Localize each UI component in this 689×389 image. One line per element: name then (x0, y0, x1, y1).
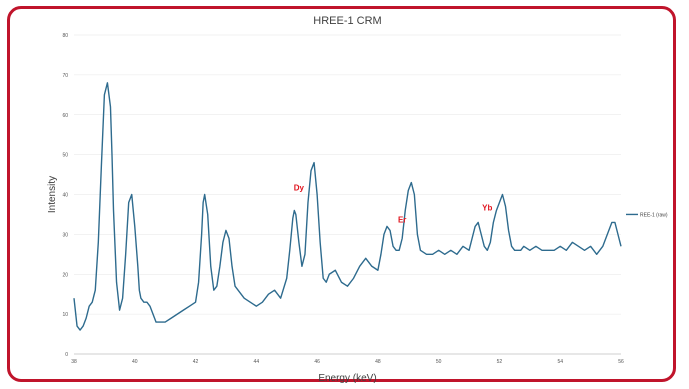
y-axis-ticks: 0 10 20 30 40 50 60 70 80 (62, 33, 68, 358)
x-tick-label: 42 (193, 359, 199, 365)
gridlines (74, 34, 621, 315)
y-tick-label: 30 (62, 232, 68, 238)
y-tick-label: 20 (62, 272, 68, 278)
annotation-label: Er (398, 215, 406, 224)
legend: REE-1 (raw) (626, 212, 668, 218)
x-tick-label: 40 (132, 359, 138, 365)
x-tick-label: 56 (618, 359, 624, 365)
x-tick-label: 50 (436, 359, 442, 365)
annotation-label: Yb (482, 203, 492, 212)
x-tick-label: 46 (314, 359, 320, 365)
annotation-label: Dy (294, 184, 305, 193)
legend-label: REE-1 (raw) (640, 212, 668, 218)
x-tick-label: 38 (71, 359, 77, 365)
chart-title: HREE-1 CRM (313, 15, 381, 27)
x-tick-label: 52 (497, 359, 503, 365)
y-tick-label: 10 (62, 312, 68, 318)
chart-frame (7, 6, 676, 382)
y-tick-label: 40 (62, 193, 68, 199)
x-tick-label: 44 (254, 359, 260, 365)
y-tick-label: 0 (65, 352, 68, 358)
y-axis-title: Intensity (47, 176, 58, 213)
peak-annotations: Dy Er Yb (294, 184, 493, 225)
series-line (73, 82, 622, 331)
x-axis-ticks: 38 40 42 44 46 48 50 52 54 56 (71, 359, 624, 365)
y-tick-label: 70 (62, 73, 68, 79)
x-axis-title: Energy (keV) (318, 373, 376, 384)
y-tick-label: 80 (62, 33, 68, 39)
x-tick-label: 54 (557, 359, 563, 365)
x-tick-label: 48 (375, 359, 381, 365)
y-tick-label: 60 (62, 113, 68, 119)
y-tick-label: 50 (62, 153, 68, 159)
